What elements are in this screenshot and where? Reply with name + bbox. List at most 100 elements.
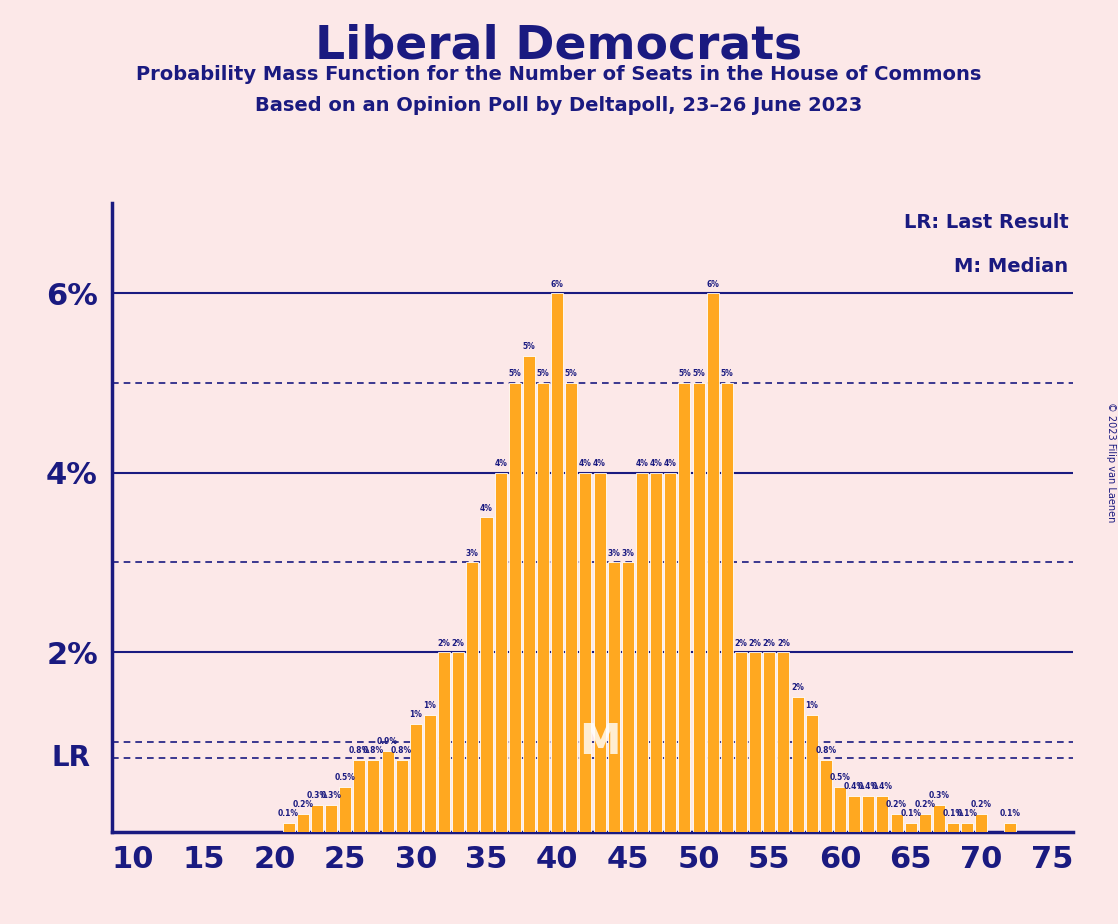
Bar — [579, 472, 591, 832]
Bar — [777, 652, 789, 832]
Bar — [975, 814, 987, 832]
Text: 3%: 3% — [466, 549, 479, 558]
Bar — [594, 472, 606, 832]
Text: 1%: 1% — [409, 711, 423, 720]
Bar — [735, 652, 747, 832]
Bar — [862, 796, 874, 832]
Text: 6%: 6% — [707, 280, 719, 288]
Text: 4%: 4% — [494, 459, 508, 468]
Text: 0.3%: 0.3% — [928, 791, 949, 800]
Text: 0.1%: 0.1% — [278, 809, 299, 818]
Text: LR: Last Result: LR: Last Result — [903, 213, 1069, 232]
Text: 2%: 2% — [762, 638, 776, 648]
Text: 2%: 2% — [452, 638, 465, 648]
Bar — [664, 472, 676, 832]
Bar — [679, 383, 691, 832]
Text: 6%: 6% — [551, 280, 563, 288]
Bar — [438, 652, 451, 832]
Text: 0.8%: 0.8% — [391, 747, 413, 755]
Text: 0.1%: 0.1% — [900, 809, 921, 818]
Bar — [651, 472, 662, 832]
Text: 0.1%: 0.1% — [999, 809, 1020, 818]
Bar — [636, 472, 648, 832]
Text: 0.9%: 0.9% — [377, 737, 398, 747]
Text: 5%: 5% — [522, 343, 536, 351]
Bar — [481, 517, 493, 832]
Text: 4%: 4% — [636, 459, 648, 468]
Text: 5%: 5% — [692, 370, 705, 378]
Bar — [509, 383, 521, 832]
Text: 0.5%: 0.5% — [830, 773, 851, 783]
Bar — [877, 796, 889, 832]
Text: Probability Mass Function for the Number of Seats in the House of Commons: Probability Mass Function for the Number… — [136, 65, 982, 84]
Bar — [537, 383, 549, 832]
Text: 5%: 5% — [509, 370, 521, 378]
Text: © 2023 Filip van Laenen: © 2023 Filip van Laenen — [1106, 402, 1116, 522]
Bar — [749, 652, 761, 832]
Text: 0.8%: 0.8% — [363, 747, 383, 755]
Bar — [792, 697, 804, 832]
Text: 4%: 4% — [480, 504, 493, 513]
Text: 5%: 5% — [679, 370, 691, 378]
Text: 5%: 5% — [720, 370, 733, 378]
Bar — [608, 563, 619, 832]
Text: 4%: 4% — [594, 459, 606, 468]
Bar — [396, 760, 408, 832]
Text: 1%: 1% — [424, 701, 436, 711]
Text: 4%: 4% — [650, 459, 663, 468]
Text: Based on an Opinion Poll by Deltapoll, 23–26 June 2023: Based on an Opinion Poll by Deltapoll, 2… — [255, 96, 863, 116]
Bar — [834, 786, 846, 832]
Text: M: M — [579, 721, 620, 763]
Text: 0.8%: 0.8% — [815, 747, 836, 755]
Bar — [947, 822, 959, 832]
Text: 0.1%: 0.1% — [957, 809, 978, 818]
Text: 0.3%: 0.3% — [321, 791, 341, 800]
Text: 0.8%: 0.8% — [349, 747, 370, 755]
Bar — [919, 814, 931, 832]
Bar — [494, 472, 506, 832]
Text: 0.4%: 0.4% — [872, 783, 893, 791]
Text: M: Median: M: Median — [955, 257, 1069, 275]
Text: 4%: 4% — [664, 459, 676, 468]
Bar — [466, 563, 479, 832]
Text: 0.1%: 0.1% — [942, 809, 964, 818]
Bar — [566, 383, 577, 832]
Bar — [296, 814, 309, 832]
Bar — [368, 760, 379, 832]
Text: 0.5%: 0.5% — [334, 773, 356, 783]
Text: 2%: 2% — [777, 638, 789, 648]
Bar — [707, 293, 719, 832]
Text: 5%: 5% — [537, 370, 549, 378]
Text: 2%: 2% — [735, 638, 748, 648]
Text: 0.3%: 0.3% — [306, 791, 328, 800]
Bar — [283, 822, 294, 832]
Text: 2%: 2% — [437, 638, 451, 648]
Text: 0.4%: 0.4% — [858, 783, 879, 791]
Text: 2%: 2% — [792, 684, 804, 692]
Text: LR: LR — [51, 744, 91, 772]
Text: Liberal Democrats: Liberal Democrats — [315, 23, 803, 68]
Text: 3%: 3% — [622, 549, 634, 558]
Bar — [339, 786, 351, 832]
Bar — [932, 805, 945, 832]
Text: 0.2%: 0.2% — [970, 800, 992, 809]
Text: 1%: 1% — [805, 701, 818, 711]
Text: 0.4%: 0.4% — [844, 783, 864, 791]
Bar — [424, 715, 436, 832]
Text: 2%: 2% — [749, 638, 761, 648]
Bar — [381, 751, 394, 832]
Bar — [311, 805, 323, 832]
Bar — [1004, 822, 1015, 832]
Bar — [849, 796, 860, 832]
Bar — [721, 383, 733, 832]
Bar — [325, 805, 337, 832]
Text: 3%: 3% — [607, 549, 620, 558]
Bar — [692, 383, 704, 832]
Bar — [764, 652, 775, 832]
Bar — [819, 760, 832, 832]
Bar — [891, 814, 902, 832]
Text: 0.2%: 0.2% — [887, 800, 907, 809]
Bar — [806, 715, 817, 832]
Bar — [353, 760, 366, 832]
Bar — [551, 293, 563, 832]
